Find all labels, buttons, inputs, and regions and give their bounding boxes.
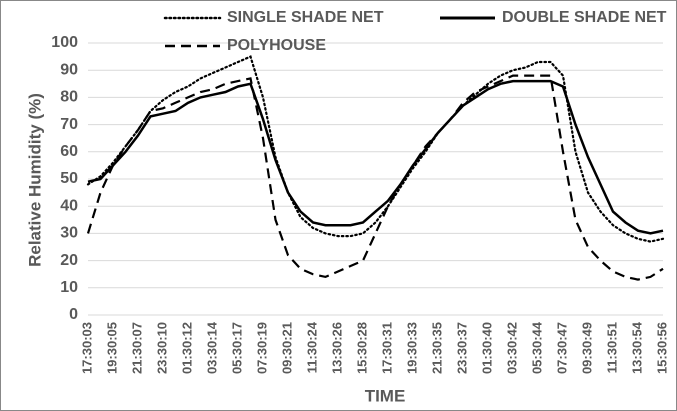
x-tick-label: 21:30:35	[429, 322, 444, 374]
line-series	[87, 79, 664, 235]
x-tick-label: 05:30:17	[229, 322, 244, 374]
y-tick-label: 80	[60, 89, 78, 106]
y-tick-label: 30	[60, 225, 78, 242]
legend-label: POLYHOUSE	[227, 37, 326, 54]
x-tick-label: 15:30:56	[654, 322, 669, 374]
x-axis-label: TIME	[365, 386, 406, 405]
y-tick-label: 10	[60, 279, 78, 296]
line-series	[86, 74, 664, 281]
y-tick-label: 60	[60, 143, 78, 160]
y-tick-label: 20	[60, 252, 78, 269]
x-tick-label: 11:30:51	[604, 322, 619, 373]
y-tick-label: 0	[69, 306, 78, 323]
x-tick-label: 13:30:26	[329, 322, 344, 374]
x-tick-label: 17:30:03	[79, 322, 94, 374]
y-tick-label: 40	[60, 197, 78, 214]
x-tick-label: 07:30:47	[554, 322, 569, 374]
x-tick-label: 01:30:12	[179, 322, 194, 374]
x-tick-label: 09:30:21	[279, 322, 294, 374]
x-tick-label: 05:30:44	[529, 321, 544, 374]
x-tick-label: 21:30:07	[129, 322, 144, 374]
x-tick-label: 13:30:54	[629, 321, 644, 374]
x-tick-label: 19:30:33	[404, 322, 419, 374]
x-tick-label: 11:30:24	[304, 321, 319, 373]
x-tick-label: 01:30:40	[479, 322, 494, 374]
line-series	[86, 55, 665, 243]
x-tick-label: 17:30:31	[379, 322, 394, 374]
x-tick-label: 19:30:05	[104, 322, 119, 374]
y-axis-label: Relative Humidity (%)	[25, 93, 44, 267]
y-tick-label: 90	[60, 61, 78, 78]
y-tick-label: 50	[60, 170, 78, 187]
legend-label: DOUBLE SHADE NET	[502, 9, 667, 26]
x-tick-label: 03:30:14	[204, 321, 219, 374]
x-tick-label: 15:30:28	[354, 322, 369, 374]
x-tick-label: 07:30:19	[254, 322, 269, 374]
x-tick-label: 23:30:10	[154, 322, 169, 374]
x-tick-label: 09:30:49	[579, 322, 594, 374]
x-tick-label: 03:30:42	[504, 322, 519, 374]
y-tick-label: 70	[60, 116, 78, 133]
x-tick-label: 23:30:37	[454, 322, 469, 374]
y-tick-label: 100	[51, 34, 78, 51]
legend-label: SINGLE SHADE NET	[227, 9, 384, 26]
